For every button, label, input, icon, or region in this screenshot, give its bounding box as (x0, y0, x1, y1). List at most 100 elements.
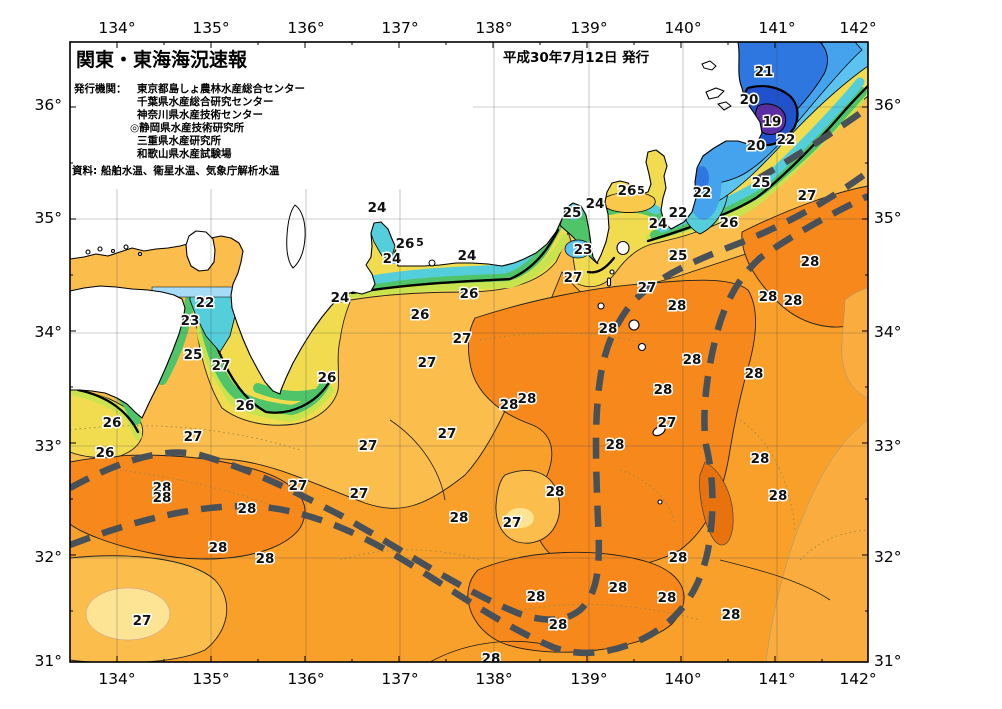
toshima-island (609, 269, 615, 275)
inland-sea-islet (97, 246, 103, 252)
sst-label: 24 (368, 200, 387, 216)
sst-label: 27 (453, 331, 472, 347)
zone-28-south (467, 551, 685, 653)
patch-27-mid (495, 470, 560, 544)
sst-label: 28 (658, 590, 677, 606)
lat-label-right: 32° (874, 548, 901, 566)
sst-label: 20 (740, 92, 759, 108)
sst-label: 28 (546, 484, 565, 500)
sst-label: 25 (752, 175, 771, 191)
sst-label: 26 (96, 445, 115, 461)
sagami-warm-patch (601, 191, 656, 213)
lon-label-top: 138° (475, 19, 512, 37)
lat-label-right: 35° (874, 209, 901, 227)
choshi-islet (717, 101, 732, 111)
lon-label-bottom: 136° (287, 670, 324, 688)
sst-label: 22 (777, 132, 796, 148)
sst-label: 28 (549, 617, 568, 633)
sst-label: 28 (745, 366, 764, 382)
sst-label: 28 (238, 501, 257, 517)
lat-label-right: 31° (874, 652, 901, 670)
patch-26p5-mid-core (506, 508, 534, 528)
sst-label: 28 (784, 293, 803, 309)
sst-label: 28 (153, 480, 172, 496)
sst-label: 28 (500, 397, 519, 413)
sst-label: 24 (458, 248, 477, 264)
lon-label-bottom: 141° (758, 670, 795, 688)
lat-label-left: 34° (35, 323, 62, 341)
lon-label-bottom: 139° (570, 670, 607, 688)
graticule (70, 42, 868, 662)
patch-26p5-sw-core (85, 587, 171, 641)
sst-label: 27 (212, 358, 231, 374)
lat-label-right: 33° (874, 437, 901, 455)
publisher-line: 三重県水産研究所 (137, 134, 221, 147)
lon-label-bottom: 134° (98, 670, 135, 688)
sst-label: 25 (563, 205, 582, 221)
patch-27-se (765, 419, 868, 662)
lon-label-top: 139° (570, 19, 607, 37)
zone-28-northeast (741, 185, 868, 328)
sst-label: 27 (503, 515, 522, 531)
lon-label-top: 140° (664, 19, 701, 37)
sst-label: 28 (450, 510, 469, 526)
kuroshio-extension-path (754, 109, 864, 183)
publisher-label: 発行機関： (73, 82, 127, 95)
sst-label: 27 (418, 355, 437, 371)
sst-label: 28 (209, 540, 228, 556)
sst-label: 28 (669, 550, 688, 566)
sst-label: 23 (181, 313, 200, 329)
page-title: 関東・東海海況速報 (76, 48, 248, 71)
sst-label: 20 (747, 138, 766, 154)
sst-label: 26 (460, 286, 479, 302)
sst-label: 28 (751, 451, 770, 467)
kuroshio-main-path (70, 169, 868, 623)
sst-label: 28 (482, 651, 501, 667)
boso-cold-core (695, 166, 709, 190)
sst-label: 27 (438, 426, 457, 442)
inland-sea-islet (137, 251, 143, 257)
sst-label: 26 (411, 307, 430, 323)
sst-label: 26 (318, 370, 337, 386)
sst-label: 25 (669, 248, 688, 264)
lon-label-top: 137° (381, 19, 418, 37)
kozushima-island (597, 302, 605, 310)
sst-label: 28 (609, 580, 628, 596)
lon-label-bottom: 138° (475, 670, 512, 688)
axis-ticks (70, 42, 868, 662)
publisher-line: ◎静岡県水産技術研究所 (130, 121, 245, 134)
awaji-island (185, 230, 216, 272)
lon-label-top: 141° (758, 19, 795, 37)
publisher-line: 千葉県水産総合研究センター (137, 95, 274, 108)
sst-label: 27 (133, 613, 152, 629)
sst-label: 24 (649, 216, 668, 232)
publisher-line: 東京都島しょ農林水産総合センター (137, 82, 305, 95)
sst-label: 25 (184, 347, 203, 363)
lake-kasumigaura (701, 60, 717, 71)
sst-label: 27 (564, 270, 583, 286)
inland-sea-islet (110, 248, 116, 254)
sst-label: 22 (669, 205, 688, 221)
publisher-line: 和歌山県水産試験場 (136, 147, 232, 160)
sst-label: 27 (798, 188, 817, 204)
lat-label-left: 33° (35, 437, 62, 455)
lon-label-bottom: 142° (839, 670, 876, 688)
sst-label: 28 (654, 382, 673, 398)
sst-label: 26 (396, 236, 415, 252)
patch-23-izu (564, 239, 592, 259)
lat-label-right: 36° (874, 96, 901, 114)
sst-label: 26 (236, 398, 255, 414)
sst-label: 27 (359, 438, 378, 454)
patch-27-east (841, 287, 868, 399)
miyakejima-island (628, 319, 640, 331)
sst-label: 27 (350, 486, 369, 502)
sst-label: 22 (693, 185, 712, 201)
lon-label-top: 134° (98, 19, 135, 37)
sst-label: 28 (769, 488, 788, 504)
lat-label-left: 32° (35, 548, 62, 566)
shikoku (70, 285, 186, 419)
lon-label-top: 136° (287, 19, 324, 37)
sst-label: 5 (416, 236, 424, 249)
